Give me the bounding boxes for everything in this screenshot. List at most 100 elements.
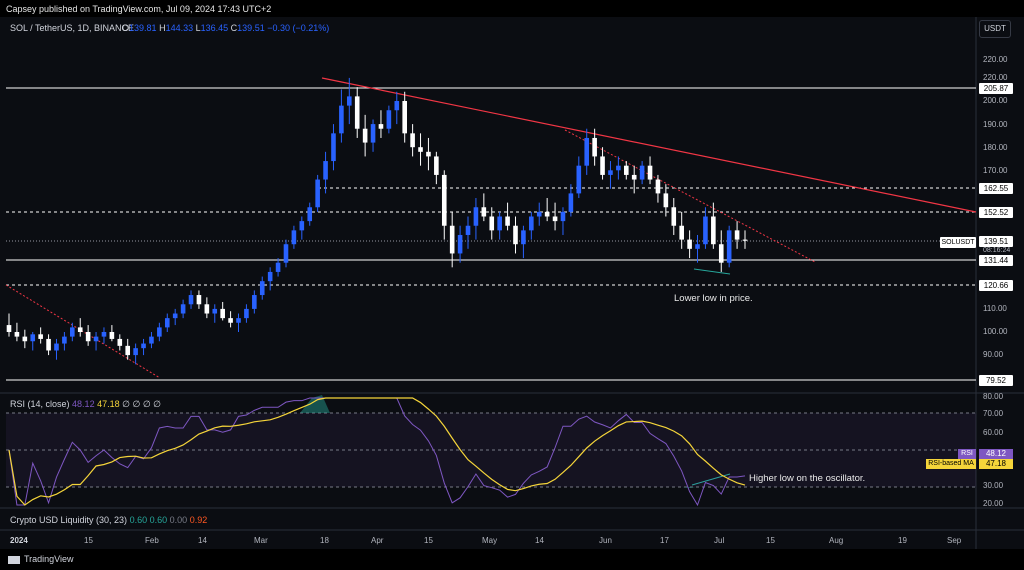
publish-line: Capsey published on TradingView.com, Jul…: [6, 4, 272, 14]
rsi-y-tick: 80.00: [983, 392, 1004, 401]
candle-body: [362, 128, 368, 143]
candle-body: [386, 110, 392, 129]
candle-body: [639, 165, 645, 180]
candle-body: [711, 216, 716, 245]
tv-logo-icon: [8, 555, 20, 564]
trendline-main: [321, 77, 977, 213]
candle-body: [576, 165, 582, 194]
candle-body: [85, 332, 91, 342]
candle-body: [307, 207, 313, 222]
candle-body: [93, 336, 99, 342]
trendline-left: [5, 284, 161, 379]
tradingview-logo[interactable]: TradingView: [8, 554, 74, 564]
rsi-tag: RSI: [958, 449, 976, 459]
y-tick: 170.00: [983, 166, 1008, 175]
price-tag-205: 205.87: [979, 83, 1013, 94]
candle-body: [608, 170, 613, 175]
ohlc-c: 139.51: [237, 23, 265, 33]
x-tick: 18: [320, 536, 329, 545]
x-tick: Sep: [947, 536, 962, 545]
x-tick: 15: [84, 536, 93, 545]
ohlc-change: −0.30 (−0.21%): [267, 23, 330, 33]
candle-body: [703, 216, 708, 245]
candle-body: [370, 124, 376, 143]
candle-body: [283, 244, 289, 263]
candle-body: [339, 105, 344, 134]
candle-body: [157, 327, 162, 337]
rsi-name: RSI (14, close): [10, 399, 70, 409]
x-tick: Jul: [714, 536, 725, 545]
ohlc-l-label: L: [195, 23, 201, 33]
liquidity-v2: 0.60: [149, 515, 168, 525]
candle-body: [600, 156, 605, 175]
candle-body: [434, 156, 439, 175]
candle-body: [513, 225, 518, 245]
liquidity-v1: 0.60: [129, 515, 148, 525]
candle-body: [465, 225, 471, 235]
price-tag-current: 139.51: [979, 236, 1013, 247]
candle-body: [14, 332, 20, 337]
rsi-ma-value-tag: 47.18: [979, 459, 1013, 469]
bar-timer: 08:16:24: [983, 247, 1011, 254]
candle-body: [267, 271, 273, 282]
y-tick: 110.00: [983, 304, 1007, 313]
candle-body: [402, 101, 407, 134]
liquidity-name: Crypto USD Liquidity (30, 23): [10, 515, 128, 525]
ohlc-o-label: O: [122, 23, 130, 33]
candle-body: [663, 193, 669, 208]
candle-body: [623, 165, 629, 175]
liquidity-v4: 0.92: [189, 515, 208, 525]
tv-brand: TradingView: [24, 554, 74, 564]
liquidity-legend[interactable]: Crypto USD Liquidity (30, 23) 0.60 0.60 …: [10, 515, 207, 525]
candle-body: [275, 262, 281, 272]
candle-body: [655, 179, 661, 194]
trendline-dotted: [564, 129, 816, 263]
candle-body: [70, 327, 75, 337]
x-tick: 15: [766, 536, 775, 545]
candle-body: [734, 230, 740, 240]
candle-body: [347, 96, 352, 106]
ohlc-c-label: C: [230, 23, 238, 33]
candle-body: [560, 211, 566, 222]
x-tick: Apr: [371, 536, 384, 545]
x-tick: 17: [660, 536, 669, 545]
candle-body: [323, 161, 328, 180]
candle-body: [77, 327, 83, 332]
candle-body: [552, 216, 558, 222]
candle-body: [497, 216, 502, 231]
candle-body: [394, 101, 400, 111]
candle-body: [418, 147, 423, 152]
candle-body: [315, 179, 320, 208]
chart-frame[interactable]: [0, 17, 1024, 570]
candle-body: [457, 234, 463, 254]
x-tick: 14: [198, 536, 207, 545]
rsi-overbought-fill: [300, 395, 330, 413]
rsi-value: 48.12: [72, 399, 95, 409]
ohlc-values: O139.81 H144.33 L136.45 C139.51 −0.30 (−…: [122, 23, 329, 33]
symbol-title[interactable]: SOL / TetherUS, 1D, BINANCE: [10, 23, 135, 33]
candle-body: [742, 239, 748, 241]
liquidity-v3: 0.00: [169, 515, 188, 525]
currency-button[interactable]: USDT: [979, 20, 1011, 38]
candle-body: [718, 244, 724, 263]
candle-body: [695, 244, 700, 249]
rsi-legend[interactable]: RSI (14, close) 48.12 47.18 ∅ ∅ ∅ ∅: [10, 399, 161, 410]
candle-body: [125, 345, 131, 356]
y-tick: 90.00: [983, 350, 1004, 359]
rsi-y-tick: 70.00: [983, 409, 1004, 418]
y-tick: 190.00: [983, 120, 1008, 129]
candle-body: [536, 211, 542, 217]
candle-body: [117, 338, 123, 346]
candle-body: [726, 230, 732, 263]
candle-body: [584, 137, 590, 166]
rsi-ma-value: 47.18: [97, 399, 120, 409]
candle-body: [410, 133, 415, 148]
candle-body: [647, 165, 653, 180]
candle-body: [473, 207, 479, 226]
rsi-y-tick: 20.00: [983, 499, 1004, 508]
x-tick: Feb: [145, 536, 159, 545]
price-divergence-arrow: [693, 268, 731, 275]
candle-body: [259, 281, 265, 296]
candle-body: [54, 343, 59, 351]
